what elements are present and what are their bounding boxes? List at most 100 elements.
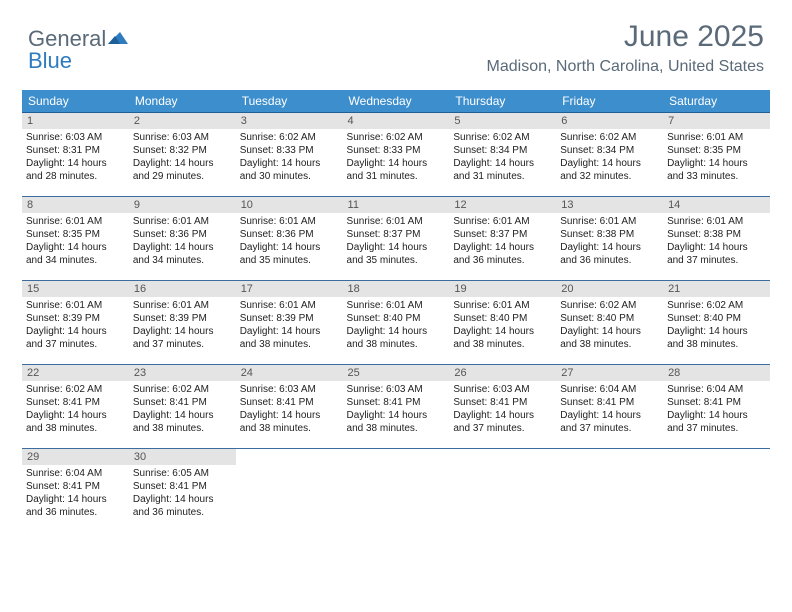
daylight-line: Daylight: 14 hours and 28 minutes.: [26, 157, 125, 183]
day-number: 26: [449, 365, 556, 381]
sunset-line: Sunset: 8:40 PM: [453, 312, 552, 325]
sunrise-line: Sunrise: 6:01 AM: [667, 131, 766, 144]
day-number: 7: [663, 113, 770, 129]
sunset-line: Sunset: 8:34 PM: [560, 144, 659, 157]
daylight-line: Daylight: 14 hours and 31 minutes.: [347, 157, 446, 183]
day-number: 29: [22, 449, 129, 465]
day-number: 6: [556, 113, 663, 129]
calendar-table: Sunday Monday Tuesday Wednesday Thursday…: [22, 90, 770, 533]
sunset-line: Sunset: 8:40 PM: [347, 312, 446, 325]
day-info: Sunrise: 6:01 AMSunset: 8:38 PMDaylight:…: [556, 213, 663, 269]
calendar-cell: 21Sunrise: 6:02 AMSunset: 8:40 PMDayligh…: [663, 281, 770, 365]
calendar-cell: [556, 449, 663, 533]
calendar-cell: 27Sunrise: 6:04 AMSunset: 8:41 PMDayligh…: [556, 365, 663, 449]
daylight-line: Daylight: 14 hours and 29 minutes.: [133, 157, 232, 183]
sunset-line: Sunset: 8:39 PM: [133, 312, 232, 325]
weekday-header-row: Sunday Monday Tuesday Wednesday Thursday…: [22, 90, 770, 113]
sunrise-line: Sunrise: 6:01 AM: [347, 299, 446, 312]
day-info: Sunrise: 6:01 AMSunset: 8:38 PMDaylight:…: [663, 213, 770, 269]
sunset-line: Sunset: 8:39 PM: [26, 312, 125, 325]
day-number: 30: [129, 449, 236, 465]
brand-logo: General Blue: [28, 26, 128, 72]
sunset-line: Sunset: 8:41 PM: [240, 396, 339, 409]
calendar-cell: 24 Sunrise: 6:03 AMSunset: 8:41 PMDayligh…: [236, 365, 343, 449]
weekday-header: Saturday: [663, 90, 770, 113]
day-number: 4: [343, 113, 450, 129]
weekday-header: Sunday: [22, 90, 129, 113]
day-info: Sunrise: 6:02 AMSunset: 8:40 PMDaylight:…: [556, 297, 663, 353]
day-number: 16: [129, 281, 236, 297]
daylight-line: Daylight: 14 hours and 36 minutes.: [26, 493, 125, 519]
calendar-cell: 1Sunrise: 6:03 AMSunset: 8:31 PMDaylight…: [22, 113, 129, 197]
sunrise-line: Sunrise: 6:02 AM: [560, 131, 659, 144]
sunset-line: Sunset: 8:41 PM: [453, 396, 552, 409]
page-title: June 2025: [624, 20, 764, 54]
sunrise-line: Sunrise: 6:01 AM: [347, 215, 446, 228]
daylight-line: Daylight: 14 hours and 38 minutes.: [26, 409, 125, 435]
day-number: 27: [556, 365, 663, 381]
sunset-line: Sunset: 8:39 PM: [240, 312, 339, 325]
calendar-cell: 29Sunrise: 6:04 AMSunset: 8:41 PMDayligh…: [22, 449, 129, 533]
calendar-cell: 26Sunrise: 6:03 AMSunset: 8:41 PMDayligh…: [449, 365, 556, 449]
weekday-header: Thursday: [449, 90, 556, 113]
calendar-row: 29Sunrise: 6:04 AMSunset: 8:41 PMDayligh…: [22, 449, 770, 533]
sunrise-line: Sunrise: 6:01 AM: [240, 215, 339, 228]
day-number: 8: [22, 197, 129, 213]
sunset-line: Sunset: 8:33 PM: [347, 144, 446, 157]
sunrise-line: Sunrise: 6:03 AM: [240, 383, 339, 396]
calendar-cell: 4 Sunrise: 6:02 AMSunset: 8:33 PMDaylight…: [343, 113, 450, 197]
sunrise-line: Sunrise: 6:02 AM: [240, 131, 339, 144]
daylight-line: Daylight: 14 hours and 38 minutes.: [347, 325, 446, 351]
sunset-line: Sunset: 8:36 PM: [240, 228, 339, 241]
daylight-line: Daylight: 14 hours and 37 minutes.: [560, 409, 659, 435]
sunset-line: Sunset: 8:36 PM: [133, 228, 232, 241]
sunrise-line: Sunrise: 6:01 AM: [26, 215, 125, 228]
day-number: 11: [343, 197, 450, 213]
day-info: Sunrise: 6:03 AMSunset: 8:31 PMDaylight:…: [22, 129, 129, 185]
sunrise-line: Sunrise: 6:01 AM: [667, 215, 766, 228]
calendar-cell: 30Sunrise: 6:05 AMSunset: 8:41 PMDayligh…: [129, 449, 236, 533]
brand-triangle-icon: [108, 26, 128, 48]
day-info: Sunrise: 6:05 AMSunset: 8:41 PMDaylight:…: [129, 465, 236, 521]
day-number: 24: [236, 365, 343, 381]
sunset-line: Sunset: 8:37 PM: [453, 228, 552, 241]
calendar-cell: 20Sunrise: 6:02 AMSunset: 8:40 PMDayligh…: [556, 281, 663, 365]
sunrise-line: Sunrise: 6:01 AM: [453, 299, 552, 312]
sunset-line: Sunset: 8:40 PM: [560, 312, 659, 325]
day-number: 28: [663, 365, 770, 381]
sunrise-line: Sunrise: 6:03 AM: [347, 383, 446, 396]
day-info: Sunrise: 6:04 AMSunset: 8:41 PMDaylight:…: [556, 381, 663, 437]
day-info: Sunrise: 6:01 AMSunset: 8:39 PMDaylight:…: [129, 297, 236, 353]
day-info: Sunrise: 6:01 AMSunset: 8:35 PMDaylight:…: [663, 129, 770, 185]
daylight-line: Daylight: 14 hours and 38 minutes.: [347, 409, 446, 435]
sunrise-line: Sunrise: 6:02 AM: [347, 131, 446, 144]
day-number: 9: [129, 197, 236, 213]
sunrise-line: Sunrise: 6:04 AM: [667, 383, 766, 396]
sunrise-line: Sunrise: 6:01 AM: [240, 299, 339, 312]
day-number: 2: [129, 113, 236, 129]
day-number: 22: [22, 365, 129, 381]
sunset-line: Sunset: 8:32 PM: [133, 144, 232, 157]
daylight-line: Daylight: 14 hours and 37 minutes.: [26, 325, 125, 351]
calendar-cell: 12Sunrise: 6:01 AMSunset: 8:37 PMDayligh…: [449, 197, 556, 281]
weekday-header: Wednesday: [343, 90, 450, 113]
sunset-line: Sunset: 8:37 PM: [347, 228, 446, 241]
daylight-line: Daylight: 14 hours and 38 minutes.: [453, 325, 552, 351]
sunrise-line: Sunrise: 6:05 AM: [133, 467, 232, 480]
daylight-line: Daylight: 14 hours and 34 minutes.: [133, 241, 232, 267]
daylight-line: Daylight: 14 hours and 37 minutes.: [667, 409, 766, 435]
day-info: Sunrise: 6:04 AMSunset: 8:41 PMDaylight:…: [22, 465, 129, 521]
sunset-line: Sunset: 8:34 PM: [453, 144, 552, 157]
daylight-line: Daylight: 14 hours and 38 minutes.: [667, 325, 766, 351]
calendar-cell: 15Sunrise: 6:01 AMSunset: 8:39 PMDayligh…: [22, 281, 129, 365]
day-info: Sunrise: 6:01 AMSunset: 8:37 PMDaylight:…: [343, 213, 450, 269]
day-number: 14: [663, 197, 770, 213]
day-info: Sunrise: 6:02 AMSunset: 8:41 PMDaylight:…: [22, 381, 129, 437]
daylight-line: Daylight: 14 hours and 38 minutes.: [240, 409, 339, 435]
day-info: Sunrise: 6:01 AMSunset: 8:40 PMDaylight:…: [343, 297, 450, 353]
day-info: Sunrise: 6:03 AMSunset: 8:32 PMDaylight:…: [129, 129, 236, 185]
sunset-line: Sunset: 8:41 PM: [26, 480, 125, 493]
sunset-line: Sunset: 8:41 PM: [347, 396, 446, 409]
day-info: Sunrise: 6:01 AMSunset: 8:39 PMDaylight:…: [236, 297, 343, 353]
calendar-cell: 6Sunrise: 6:02 AMSunset: 8:34 PMDaylight…: [556, 113, 663, 197]
